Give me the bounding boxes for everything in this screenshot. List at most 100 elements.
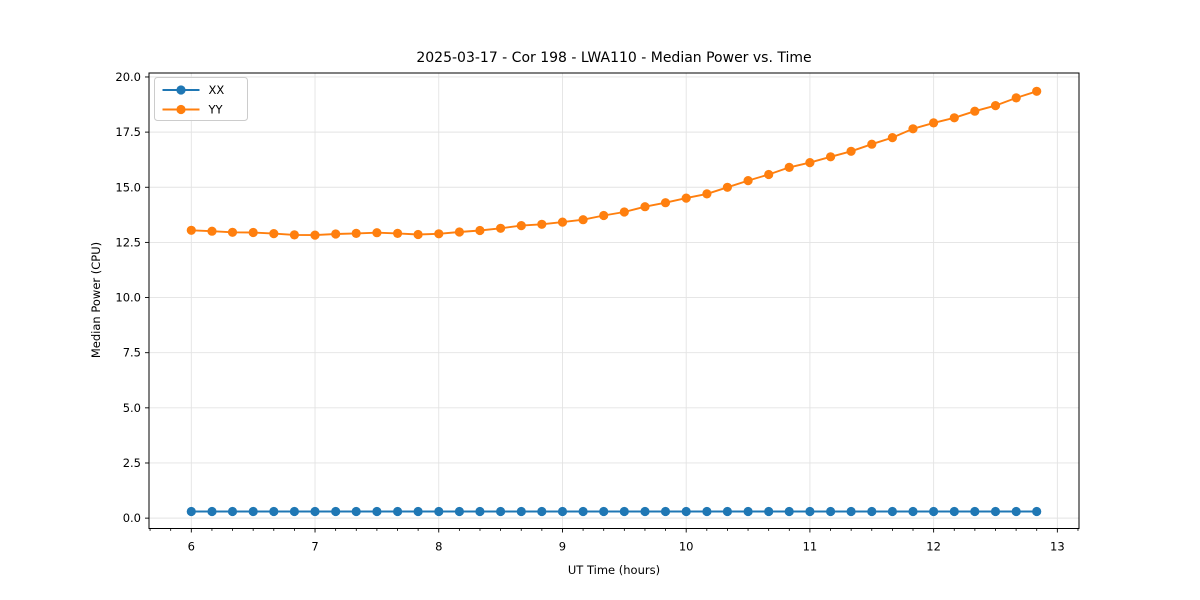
series-yy-marker: [454, 227, 464, 237]
series-yy-marker: [310, 230, 320, 240]
series-xx-marker: [207, 506, 217, 517]
series-xx-marker: [929, 506, 939, 517]
legend-marker-yy: [176, 104, 186, 115]
series-xx-marker: [887, 506, 898, 517]
series-yy-marker: [970, 106, 980, 116]
legend-label-yy: YY: [208, 103, 224, 117]
series-yy-marker: [887, 133, 898, 143]
series-yy-marker: [929, 118, 939, 128]
series-xx-marker: [784, 506, 794, 517]
y-tick-label: 20.0: [115, 70, 141, 84]
series-yy-marker: [743, 176, 753, 186]
series-xx-marker: [990, 506, 1001, 517]
y-tick-label: 10.0: [115, 291, 141, 305]
series-yy-marker: [557, 217, 568, 227]
series-yy-marker: [784, 162, 794, 172]
series-xx-marker: [269, 506, 279, 517]
series-yy-marker: [640, 202, 650, 212]
series-xx-marker: [1011, 506, 1021, 517]
series-xx-marker: [1032, 506, 1042, 517]
series-yy-marker: [949, 113, 959, 123]
series-xx-marker: [413, 506, 423, 517]
y-axis-label: Median Power (CPU): [89, 241, 103, 359]
series-xx-marker: [496, 506, 506, 517]
series-yy-marker: [393, 228, 403, 238]
series-xx-marker: [908, 506, 918, 517]
series-yy-marker: [599, 210, 609, 221]
series-yy-marker: [248, 227, 258, 238]
series-yy-marker: [1032, 86, 1042, 96]
series-xx-marker: [454, 506, 464, 517]
series-xx-marker: [867, 506, 877, 517]
series-yy-marker: [990, 101, 1001, 111]
series-yy-line: [191, 90, 1037, 237]
legend-box: [154, 77, 248, 121]
series-yy-marker: [1011, 93, 1021, 103]
series-xx-marker: [289, 506, 299, 517]
legend-label-xx: XX: [209, 83, 225, 97]
series-xx-marker: [186, 506, 196, 517]
series-xx-marker: [619, 506, 629, 517]
x-tick-label: 10: [679, 540, 694, 554]
series-yy-marker: [331, 229, 341, 239]
series-xx-marker: [826, 506, 836, 517]
series-yy-marker: [867, 139, 877, 149]
x-tick-label: 7: [311, 540, 318, 554]
series-xx-marker: [846, 506, 856, 517]
series-yy-marker: [537, 219, 547, 229]
series-xx-marker: [351, 506, 361, 517]
y-tick-label: 0.0: [123, 511, 141, 525]
x-tick-label: 11: [803, 540, 818, 554]
series-yy-marker: [434, 229, 444, 239]
series-xx-marker: [660, 506, 671, 517]
x-tick-label: 8: [435, 540, 442, 554]
y-tick-label: 12.5: [115, 235, 141, 249]
series-xx-marker: [702, 506, 712, 517]
series-yy-marker: [496, 223, 506, 233]
x-tick-label: 9: [559, 540, 566, 554]
series-yy-marker: [826, 152, 836, 162]
series-yy-marker: [516, 221, 526, 231]
x-tick-label: 13: [1050, 540, 1065, 554]
series-yy-marker: [413, 229, 423, 240]
series-yy-marker: [805, 158, 815, 168]
series-yy-marker: [619, 207, 629, 217]
y-tick-label: 15.0: [115, 180, 141, 194]
plot-border: [148, 72, 1080, 529]
series-yy-marker: [269, 229, 279, 239]
series-yy-marker: [908, 124, 918, 134]
y-tick-label: 7.5: [123, 346, 141, 360]
chart-title: 2025-03-17 - Cor 198 - LWA110 - Median P…: [416, 50, 812, 66]
series-xx-marker: [949, 506, 959, 517]
series-yy-marker: [702, 189, 712, 199]
series-xx-marker: [970, 506, 980, 517]
series-xx-marker: [537, 506, 547, 517]
series-yy-marker: [372, 228, 382, 238]
series-yy-marker: [722, 182, 733, 192]
y-tick-label: 17.5: [115, 125, 141, 139]
series-yy-marker: [681, 193, 691, 203]
series-xx-marker: [805, 506, 815, 517]
series-yy-marker: [846, 146, 856, 156]
series-xx-marker: [640, 506, 650, 517]
series-yy-marker: [289, 230, 299, 240]
series-yy-marker: [351, 228, 361, 238]
series-yy-marker: [764, 169, 774, 180]
y-tick-label: 2.5: [123, 456, 141, 470]
series-xx-marker: [743, 506, 753, 517]
series-yy-marker: [578, 215, 588, 225]
series-xx-marker: [310, 506, 320, 517]
y-tick-label: 5.0: [123, 401, 141, 415]
series-xx-marker: [764, 506, 774, 517]
series-yy-marker: [660, 198, 671, 208]
series-xx-marker: [599, 506, 609, 517]
series-xx-marker: [516, 506, 526, 517]
series-yy-marker: [227, 227, 238, 237]
series-xx-marker: [248, 506, 258, 517]
x-axis-label: UT Time (hours): [567, 563, 661, 577]
series-xx-marker: [393, 506, 403, 517]
series-xx-marker: [557, 506, 568, 517]
series-xx-marker: [578, 506, 588, 517]
